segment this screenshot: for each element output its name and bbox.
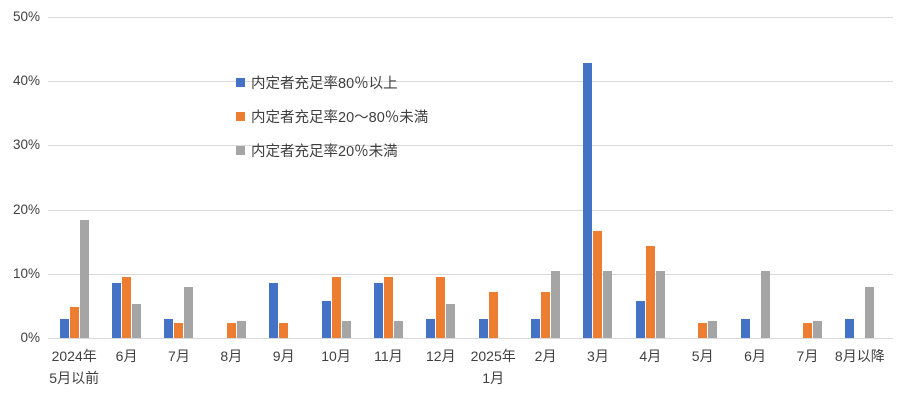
legend-item: 内定者充足率80％以上 [236,74,428,92]
bar [845,319,855,338]
x-tick-label: 6月 [115,348,138,364]
bar [802,322,812,338]
bar [112,282,122,338]
bar-group [572,17,624,338]
bar [655,270,665,338]
bar [541,292,551,338]
bar-group [100,17,152,338]
legend-marker-icon [236,78,245,87]
gridline [48,209,893,211]
x-axis-line [48,338,893,339]
x-tick-label: 2月 [534,348,557,364]
x-tick-label: 8月 [220,348,243,364]
bar [236,321,246,338]
bar [331,277,341,338]
bar-group [258,17,310,338]
gridline [48,273,893,275]
bar [812,321,822,338]
bar [69,307,79,338]
x-tick-label: 6月 [744,348,766,364]
bar [865,287,875,338]
x-tick-label: 10月 [321,348,351,364]
bar-group [153,17,205,338]
bar [740,319,750,338]
bar [698,322,708,338]
legend-item: 内定者充足率20％未満 [236,142,428,160]
x-tick-label: 7月 [168,348,190,364]
bar [446,304,456,338]
bar-group [624,17,676,338]
gridline [48,81,893,83]
x-tick-label: 3月 [587,348,609,364]
bar [122,277,132,338]
bar [760,270,770,338]
bar-group [205,17,257,338]
x-tick-label: 7月 [796,348,819,364]
bar [341,321,351,338]
bar-group [729,17,781,338]
x-tick-label: 9月 [272,348,295,364]
legend-label: 内定者充足率20％未満 [251,144,398,160]
bar [551,270,561,338]
x-tick-label: 2025年 1月 [470,348,516,386]
x-tick-label: 11月 [374,348,403,364]
bar [164,319,174,338]
bar-group [677,17,729,338]
bar [478,319,488,338]
gridline [48,145,893,147]
legend-label: 内定者充足率20〜80％未満 [251,110,429,126]
bar [645,246,655,338]
bar [635,301,645,338]
bar-group [362,17,414,338]
y-tick-label: 30% [12,137,40,153]
y-tick-label: 10% [12,265,40,281]
bar-group [781,17,833,338]
x-tick-label: 12月 [426,348,456,364]
legend: 内定者充足率80％以上内定者充足率20〜80％未満 内定者充足率20％未満 [236,74,428,176]
bar [531,319,541,338]
bar [583,62,593,338]
x-tick-label: 8月以降 [834,348,885,364]
bar [708,321,718,338]
x-tick-label: 2024年 5月以前 [49,348,100,386]
bar [184,287,194,338]
bar [59,319,69,338]
legend-label: 内定者充足率80％以上 [251,76,398,92]
bar-group [48,17,100,338]
bar-group [519,17,571,338]
y-tick-label: 40% [12,73,40,89]
bar [226,322,236,338]
bar [436,277,446,338]
bar [426,319,436,338]
y-tick-label: 50% [12,9,40,24]
bar [321,301,331,338]
bar [279,322,289,338]
bar [383,277,393,338]
bar-group [415,17,467,338]
bar [132,304,142,338]
plot-area [48,17,886,338]
bar-group [310,17,362,338]
bar [79,219,89,338]
x-axis-labels: 2024年 5月以前 6月 7月 8月 9月 10月 11月 12月 2025年 1月 2月 3月 4… [48,345,886,389]
legend-marker-icon [236,146,245,155]
bar [373,282,383,338]
x-tick-label: 5月 [691,348,714,364]
y-tick-label: 0% [20,330,40,345]
bar [269,282,279,338]
gridline [48,17,893,18]
bar [603,270,613,338]
bar [174,322,184,338]
legend-item: 内定者充足率20〜80％未満 [236,108,429,126]
bar [393,321,403,338]
y-tick-label: 20% [12,201,40,217]
x-tick-label: 4月 [639,348,662,364]
bar [488,292,498,338]
bar [593,230,603,338]
legend-marker-icon [236,112,245,121]
bar-group [467,17,519,338]
bar-group [834,17,886,338]
